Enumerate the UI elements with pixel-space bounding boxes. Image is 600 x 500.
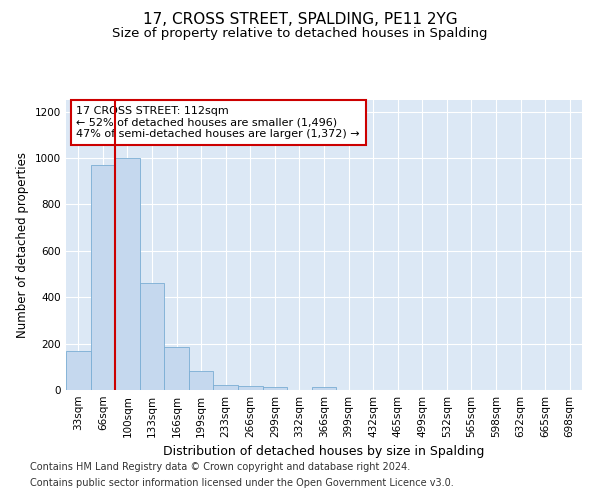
Bar <box>164 347 189 390</box>
Text: Size of property relative to detached houses in Spalding: Size of property relative to detached ho… <box>112 28 488 40</box>
Text: Contains public sector information licensed under the Open Government Licence v3: Contains public sector information licen… <box>30 478 454 488</box>
Bar <box>214 385 238 390</box>
Bar <box>115 158 140 390</box>
Bar <box>189 372 214 390</box>
Bar <box>140 284 164 390</box>
Bar <box>312 387 336 390</box>
Bar <box>238 386 263 390</box>
Text: 17, CROSS STREET, SPALDING, PE11 2YG: 17, CROSS STREET, SPALDING, PE11 2YG <box>143 12 457 28</box>
X-axis label: Distribution of detached houses by size in Spalding: Distribution of detached houses by size … <box>163 446 485 458</box>
Text: Contains HM Land Registry data © Crown copyright and database right 2024.: Contains HM Land Registry data © Crown c… <box>30 462 410 472</box>
Bar <box>263 387 287 390</box>
Text: 17 CROSS STREET: 112sqm
← 52% of detached houses are smaller (1,496)
47% of semi: 17 CROSS STREET: 112sqm ← 52% of detache… <box>76 106 360 139</box>
Y-axis label: Number of detached properties: Number of detached properties <box>16 152 29 338</box>
Bar <box>91 165 115 390</box>
Bar <box>66 350 91 390</box>
